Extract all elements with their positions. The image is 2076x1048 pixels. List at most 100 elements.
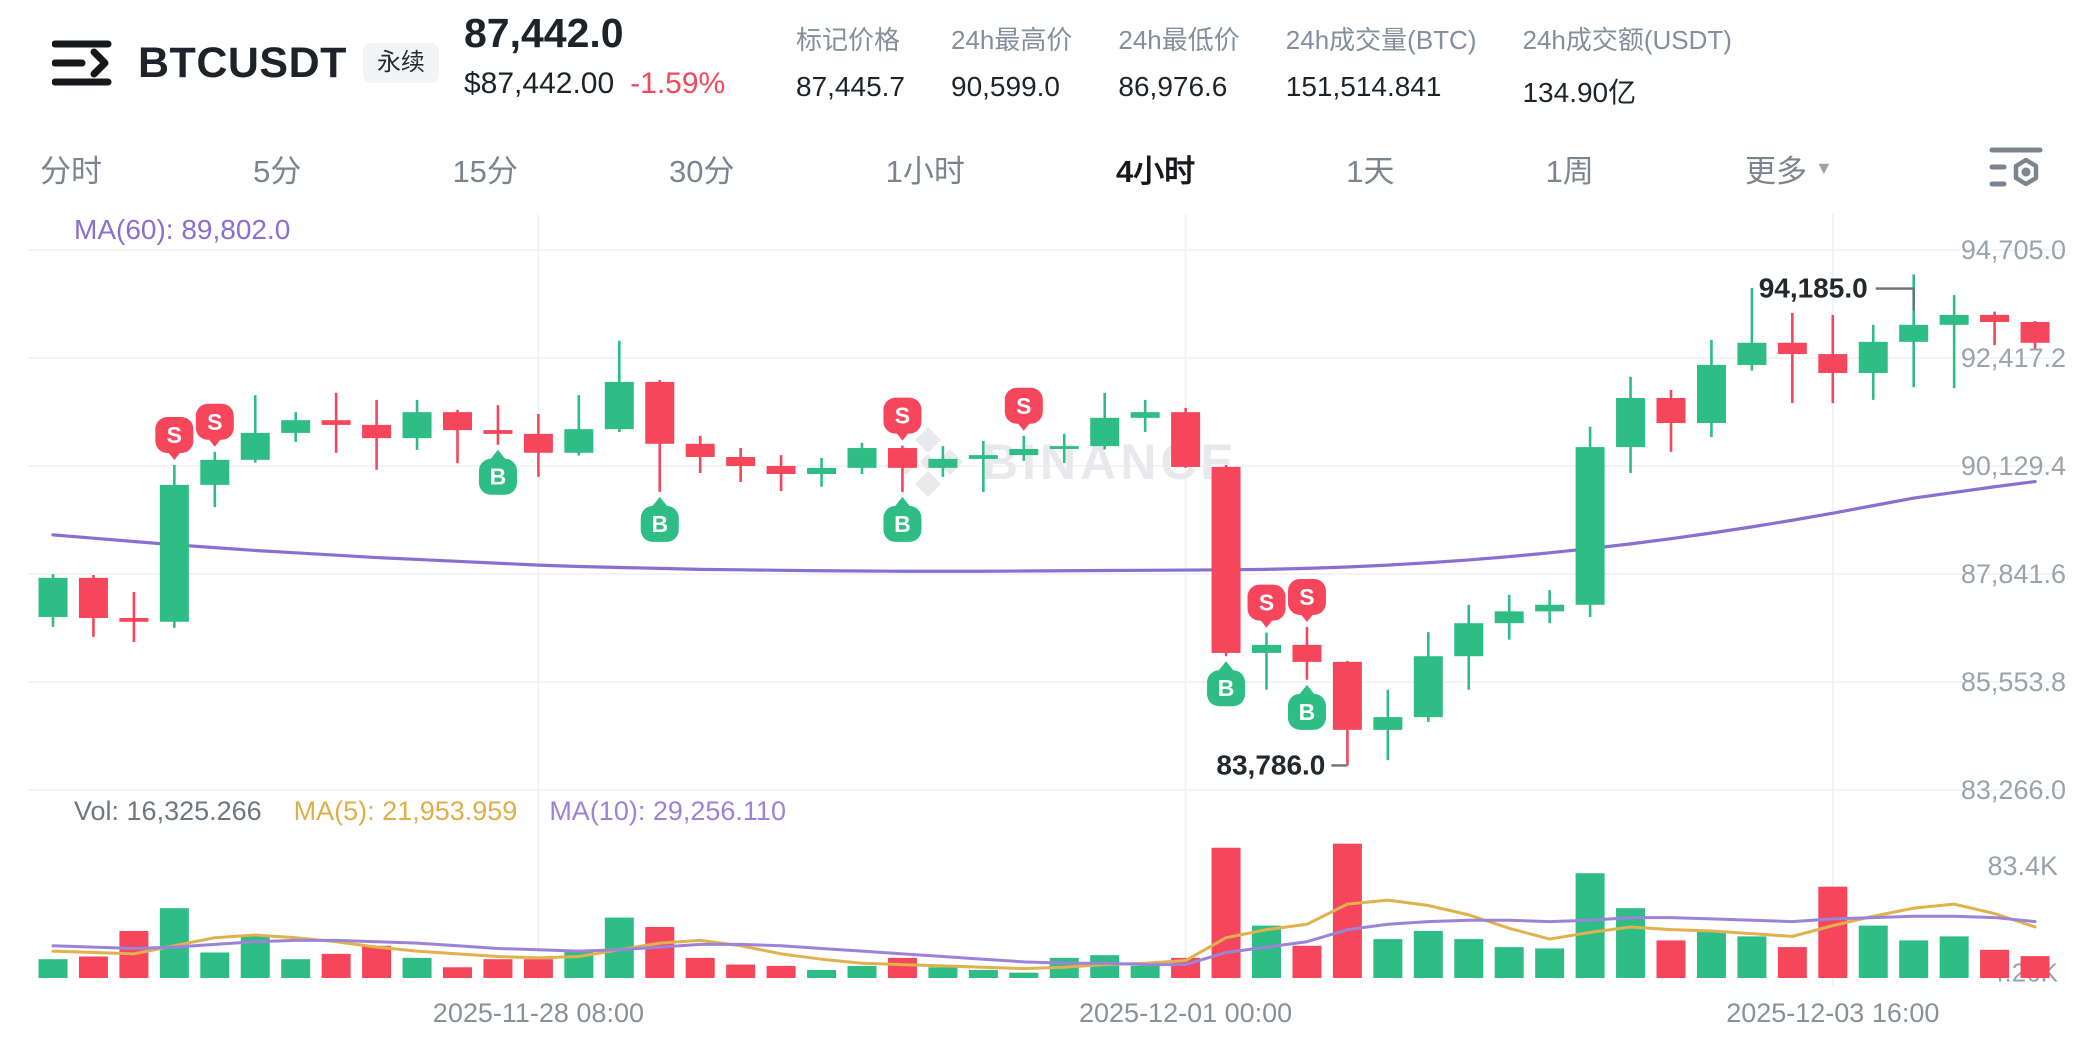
volume-bar [78, 956, 108, 978]
change-percent: -1.59% [630, 67, 726, 100]
stat-24h-turnover-usdt: 24h成交额(USDT) 134.90亿 [1522, 25, 1732, 108]
sell-marker [155, 417, 194, 454]
candle [807, 467, 837, 474]
volume-bar [281, 959, 311, 978]
contract-type-badge: 永续 [362, 43, 439, 83]
candle [968, 455, 998, 459]
candle [38, 577, 68, 618]
symbol-switch-icon[interactable] [51, 36, 114, 90]
indicator-settings-icon[interactable] [1984, 142, 2048, 194]
candle [159, 484, 189, 622]
svg-text:B: B [651, 511, 668, 537]
candle [1616, 397, 1646, 448]
usd-price: $87,442.00 [464, 67, 615, 100]
svg-text:S: S [207, 409, 222, 435]
timeframe-tabbar: 分时 5分 15分 30分 1小时 4小时 1天 1周 更多 ▼ [40, 140, 2048, 196]
candle [1413, 656, 1443, 718]
candle [1818, 354, 1848, 373]
candle [1980, 314, 2010, 322]
svg-text:S: S [1259, 590, 1274, 616]
candle [1252, 644, 1281, 653]
volume-bar [807, 969, 837, 978]
candle [1332, 661, 1362, 730]
volume-bar [362, 945, 392, 978]
sell-marker [883, 397, 922, 434]
svg-text:B: B [894, 511, 911, 537]
volume-ma5-line [51, 898, 2037, 971]
buy-marker [1207, 670, 1246, 707]
candle [1656, 397, 1686, 424]
candle [928, 458, 958, 468]
svg-text:B: B [1218, 675, 1235, 701]
volume-bar [1818, 886, 1848, 978]
candle [1454, 623, 1484, 657]
candle [847, 448, 877, 468]
candle [1858, 341, 1888, 373]
volume-ma5-value: MA(5): 21,953.959 [293, 796, 518, 826]
symbol-title[interactable]: BTCUSDT [138, 38, 347, 87]
header: BTCUSDT 永续 87,442.0 $87,442.00 -1.59% 标记… [0, 0, 2076, 118]
candle [1737, 342, 1767, 365]
tab-5m[interactable]: 5分 [253, 153, 302, 189]
candle [726, 457, 756, 466]
candle [1535, 604, 1565, 612]
svg-text:B: B [1299, 699, 1316, 725]
volume-bar [645, 926, 675, 978]
sell-marker [195, 403, 234, 440]
buy-marker [1287, 693, 1326, 730]
volume-bar [1858, 925, 1888, 978]
candle [685, 443, 715, 458]
candle [483, 430, 513, 434]
sell-marker [1004, 387, 1043, 424]
tab-15m[interactable]: 15分 [452, 153, 518, 189]
svg-text:S: S [1299, 584, 1314, 610]
tab-more[interactable]: 更多 ▼ [1744, 153, 1833, 189]
stat-24h-volume-btc: 24h成交量(BTC) 151,514.841 [1285, 25, 1477, 102]
candle [1292, 644, 1322, 662]
volume-bar [1535, 948, 1565, 978]
volume-legend: Vol: 16,325.266 MA(5): 21,953.959 MA(10)… [74, 796, 786, 827]
price-axis-label: 83,266.0 [1961, 775, 2066, 805]
candle [1494, 611, 1524, 624]
candle [1777, 342, 1807, 355]
volume-bar [968, 969, 998, 978]
candle [1696, 364, 1726, 424]
candle [1939, 314, 1969, 325]
volume-bar [1575, 873, 1605, 978]
tab-1h[interactable]: 1小时 [885, 153, 965, 189]
candle [200, 459, 230, 485]
volume-bar [1090, 955, 1120, 978]
candle [119, 617, 149, 622]
stat-24h-low: 24h最低价 86,976.6 [1118, 25, 1240, 102]
price-axis-label: 90,129.4 [1961, 451, 2066, 481]
svg-text:S: S [1016, 393, 1031, 419]
candle [604, 381, 634, 430]
tab-1w[interactable]: 1周 [1545, 153, 1594, 189]
tab-4h[interactable]: 4小时 [1115, 153, 1196, 189]
grid-lines [28, 214, 2062, 986]
candle [1090, 417, 1120, 447]
candle [1373, 717, 1403, 730]
volume-bar [1656, 940, 1686, 978]
time-axis-labels: 2025-11-28 08:00 2025-12-01 00:00 2025-12-… [433, 998, 1940, 1028]
candles [38, 274, 2050, 766]
volume-bar [1939, 936, 1969, 978]
volume-bar [402, 957, 432, 978]
volume-bar [1737, 936, 1767, 978]
volume-bars [38, 843, 2050, 978]
time-axis-label: 2025-12-01 00:00 [1079, 998, 1292, 1028]
buy-marker [640, 505, 679, 542]
candle [1009, 448, 1039, 456]
price-axis-labels: 94,705.0 92,417.2 90,129.4 87,841.6 85,553.8… [1961, 235, 2066, 805]
price-axis-label: 92,417.2 [1961, 343, 2066, 373]
volume-axis-label: 83.4K [1987, 851, 2058, 881]
price-axis-label: 94,705.0 [1961, 235, 2066, 265]
tab-30m[interactable]: 30分 [669, 153, 735, 189]
time-axis-label: 2025-12-03 16:00 [1726, 998, 1939, 1028]
volume-bar [443, 967, 472, 978]
tab-1d[interactable]: 1天 [1346, 153, 1395, 189]
tab-time[interactable]: 分时 [40, 153, 102, 189]
